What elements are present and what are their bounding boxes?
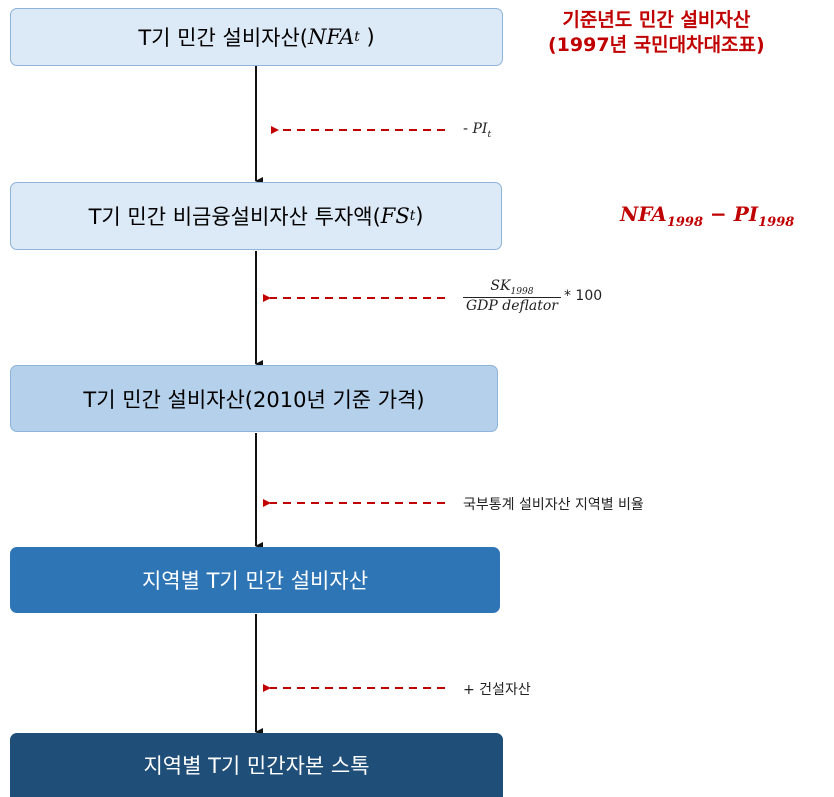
formula-term: PI xyxy=(733,202,759,226)
edge-sub: t xyxy=(487,129,492,140)
node-label: T기 민간 비금융설비자산 투자액( xyxy=(88,205,381,229)
node-math: NFA xyxy=(307,25,355,49)
node-sub: t xyxy=(354,29,360,45)
numerator: SK xyxy=(490,278,511,294)
annotation-line: 기준년도 민간 설비자산 xyxy=(562,9,751,31)
node-tail: ) xyxy=(415,204,424,228)
node: T기 민간 설비자산(NFA t ) xyxy=(10,8,503,66)
edge-label: - PIt xyxy=(463,121,491,140)
node-label: T기 민간 설비자산(2010년 기준 가격) xyxy=(83,387,425,412)
edge-sign: - xyxy=(463,121,469,137)
node-sub: t xyxy=(409,208,416,224)
formula: NFA1998 − PI1998 xyxy=(620,202,794,230)
node: 지역별 T기 민간 설비자산 xyxy=(10,547,500,613)
node: T기 민간 설비자산(2010년 기준 가격) xyxy=(10,365,498,432)
formula-op: − xyxy=(709,202,727,226)
node-math: FS xyxy=(380,204,410,228)
edge-label: + 건설자산 xyxy=(463,682,531,698)
edge-label: SK1998 GDP deflator * 100 xyxy=(463,278,602,314)
numerator-sub: 1998 xyxy=(510,286,534,297)
node-label: 지역별 T기 민간 설비자산 xyxy=(141,569,369,593)
edge-math: PI xyxy=(472,121,488,137)
annotation: 기준년도 민간 설비자산 (1997년 국민대차대조표) xyxy=(548,8,765,58)
node-label: T기 민간 설비자산( xyxy=(138,26,308,50)
formula-sub: 1998 xyxy=(758,215,795,230)
edge-label: 국부통계 설비자산 지역별 비율 xyxy=(463,497,644,513)
fraction: SK1998 GDP deflator xyxy=(463,278,561,314)
annotation-line: (1997년 국민대차대조표) xyxy=(548,34,765,56)
factor: * 100 xyxy=(563,287,603,304)
side-arrows xyxy=(263,126,445,692)
denominator: GDP deflator xyxy=(463,296,561,314)
formula-sub: 1998 xyxy=(666,215,704,230)
node: T기 민간 비금융설비자산 투자액(FS t) xyxy=(10,182,502,250)
formula-term: NFA xyxy=(620,202,667,226)
node: 지역별 T기 민간자본 스톡 xyxy=(10,733,503,797)
node-tail: ) xyxy=(359,25,375,49)
node-label: 지역별 T기 민간자본 스톡 xyxy=(143,754,370,778)
